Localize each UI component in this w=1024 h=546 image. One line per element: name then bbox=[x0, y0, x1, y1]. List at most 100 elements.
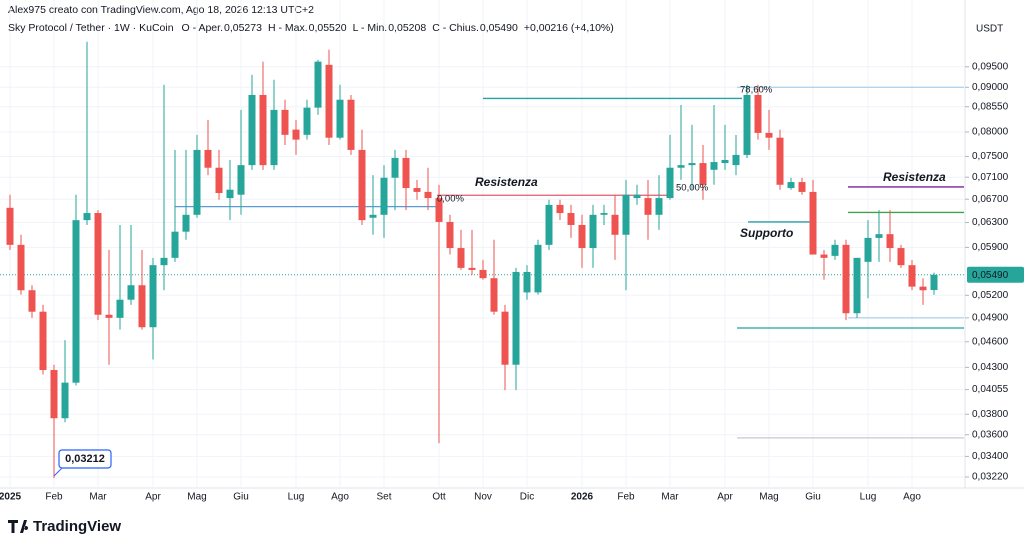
labels: 0,09500 0,09000 0,08550 0,08000 0,07500 0,071… bbox=[0, 22, 1024, 503]
candle-body bbox=[94, 213, 102, 315]
y-tick-label: 0,09500 bbox=[972, 61, 1009, 72]
x-tick-label: Ago bbox=[331, 492, 349, 503]
x-tick-label: Apr bbox=[145, 492, 161, 503]
y-tick-label: 0,07500 bbox=[972, 151, 1009, 162]
candle-body bbox=[809, 191, 817, 255]
candle-body bbox=[908, 265, 916, 287]
x-tick-label: Lug bbox=[860, 492, 877, 503]
candle-body bbox=[545, 204, 553, 245]
candle-body bbox=[743, 94, 751, 155]
candle-body bbox=[468, 267, 476, 270]
candle-body bbox=[776, 137, 784, 185]
logo-icon bbox=[8, 520, 29, 533]
x-tick-label: Dic bbox=[520, 492, 534, 503]
candle-body bbox=[127, 285, 135, 300]
candle-body bbox=[215, 167, 223, 194]
legend-change: +0,00216 (+4,10%) bbox=[524, 22, 614, 34]
legend-ohlc-label: H - Max. bbox=[268, 22, 308, 34]
legend-symbol: Sky Protocol / Tether · 1W · KuCoin bbox=[8, 22, 174, 34]
x-tick-label: Nov bbox=[474, 492, 492, 503]
candle-body bbox=[369, 214, 377, 218]
candle-body bbox=[567, 213, 575, 225]
candle-body bbox=[28, 290, 36, 312]
x-tick-label: Feb bbox=[45, 492, 63, 503]
candle-body bbox=[325, 64, 333, 138]
x-tick-label: Mag bbox=[759, 492, 778, 503]
candle-body bbox=[721, 159, 729, 164]
candle-body bbox=[600, 213, 608, 215]
y-tick-label: 0,04055 bbox=[972, 384, 1009, 395]
last-price-box bbox=[967, 266, 1024, 283]
candle-body bbox=[688, 163, 696, 166]
candle-body bbox=[732, 154, 740, 166]
candle-body bbox=[875, 234, 883, 238]
candle-body bbox=[842, 244, 850, 314]
candle-body bbox=[589, 214, 597, 249]
candle-body bbox=[699, 163, 707, 185]
candles bbox=[6, 41, 938, 478]
legend-ohlc-value: 0,05490 bbox=[480, 22, 518, 34]
candle-body bbox=[853, 257, 861, 314]
y-tick-label: 0,04600 bbox=[972, 336, 1009, 347]
x-tick-label: 2025 bbox=[0, 492, 22, 503]
legend-ohlc-label: O - Aper. bbox=[182, 22, 223, 34]
x-tick-label: Giu bbox=[233, 492, 249, 503]
annotation: Supporto bbox=[740, 226, 793, 240]
y-tick-label: 0,04300 bbox=[972, 362, 1009, 373]
candle-body bbox=[820, 254, 828, 258]
candle-body bbox=[798, 182, 806, 192]
candle-body bbox=[886, 234, 894, 249]
candle-body bbox=[754, 94, 762, 133]
candle-body bbox=[17, 244, 25, 291]
x-tick-label: 2026 bbox=[571, 492, 594, 503]
candle-body bbox=[61, 382, 69, 419]
x-tick-label: Ott bbox=[432, 492, 446, 503]
y-tick-label: 0,03220 bbox=[972, 472, 1009, 483]
candle-body bbox=[677, 165, 685, 168]
candle-body bbox=[644, 198, 652, 215]
candle-body bbox=[149, 265, 157, 328]
candle-body bbox=[193, 149, 201, 215]
low-box bbox=[58, 449, 112, 469]
candle-body bbox=[919, 286, 927, 291]
candle-body bbox=[424, 191, 432, 199]
x-tick-label: Apr bbox=[717, 492, 733, 503]
candle-body bbox=[50, 370, 58, 419]
legend-ohlc-label: L - Min. bbox=[353, 22, 388, 34]
candle-body bbox=[336, 99, 344, 138]
candle-body bbox=[864, 237, 872, 262]
annotation: 50,00% bbox=[676, 183, 709, 194]
y-tick-label: 0,05900 bbox=[972, 242, 1009, 253]
candle-body bbox=[39, 311, 47, 371]
candle-body bbox=[622, 194, 630, 235]
x-tick-label: Mag bbox=[187, 492, 206, 503]
candle-body bbox=[501, 311, 509, 365]
annotation: Resistenza bbox=[883, 170, 946, 184]
y-tick-label: 0,06300 bbox=[972, 217, 1009, 228]
candle-body bbox=[226, 189, 234, 199]
candle-body bbox=[303, 107, 311, 135]
candle-body bbox=[666, 167, 674, 199]
candle-body bbox=[6, 207, 14, 245]
x-tick-label: Lug bbox=[288, 492, 305, 503]
legend-ohlc-value: 0,05273 bbox=[224, 22, 262, 34]
y-tick-label: 0,03600 bbox=[972, 429, 1009, 440]
candle-body bbox=[611, 214, 619, 235]
candle-body bbox=[259, 94, 267, 166]
candle-body bbox=[490, 278, 498, 312]
y-tick-label: 0,03800 bbox=[972, 409, 1009, 420]
candle-body bbox=[413, 188, 421, 192]
candle-body bbox=[831, 244, 839, 256]
candle-body bbox=[457, 248, 465, 268]
candle-body bbox=[512, 271, 520, 365]
candle-body bbox=[930, 274, 938, 291]
brand-logo: TradingView bbox=[8, 518, 121, 535]
x-tick-label: Mar bbox=[661, 492, 679, 503]
y-tick-label: 0,03400 bbox=[972, 451, 1009, 462]
y-tick-label: 0,08000 bbox=[972, 127, 1009, 138]
levels bbox=[0, 86, 965, 439]
legend-ohlc-label: C - Chius. bbox=[432, 22, 479, 34]
candle-body bbox=[710, 162, 718, 170]
annotation: 0,00% bbox=[437, 194, 464, 205]
